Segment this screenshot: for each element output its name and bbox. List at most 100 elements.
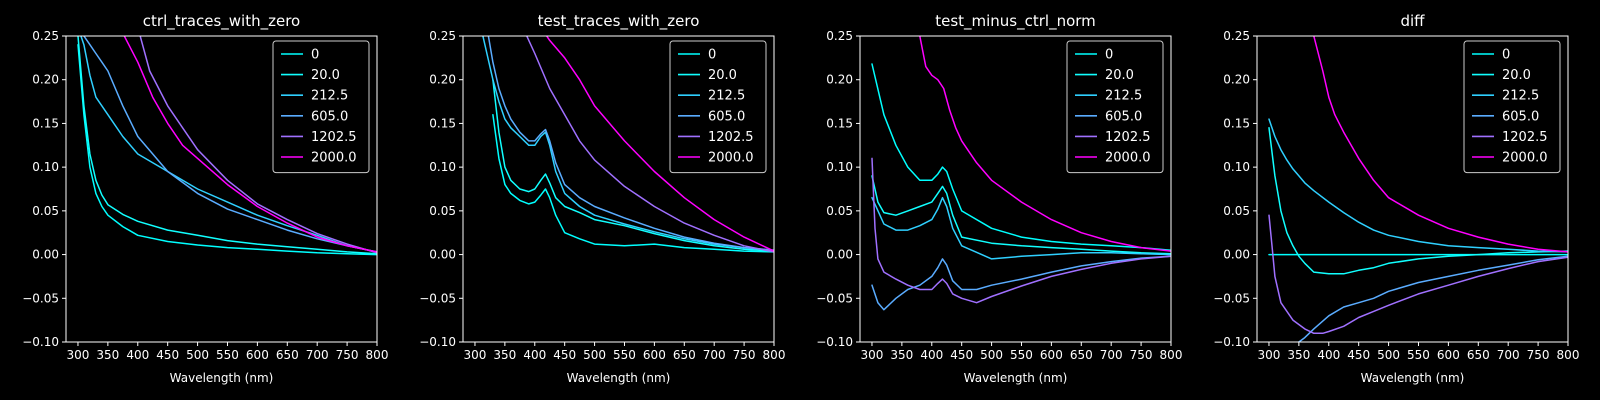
x-tick-label: 750 <box>1130 348 1153 362</box>
x-tick-label: 300 <box>464 348 487 362</box>
x-tick-label: 450 <box>950 348 973 362</box>
x-tick-label: 450 <box>1347 348 1370 362</box>
series-line-2 <box>871 196 1171 260</box>
series-line-2 <box>1268 118 1568 253</box>
y-tick-label: 0.10 <box>1223 160 1250 174</box>
x-tick-label: 350 <box>890 348 913 362</box>
chart-3: test_minus_ctrl_norm Wavelength (nm) 300… <box>816 12 1182 385</box>
series-line-3 <box>82 36 377 253</box>
x-tick-label: 300 <box>861 348 884 362</box>
x-tick-label: 500 <box>583 348 606 362</box>
y-tick-label: 0.05 <box>32 204 59 218</box>
x-tick-label: 700 <box>1497 348 1520 362</box>
legend: 0 20.0 212.5 605.0 1202.5 2000.0 <box>1463 40 1561 174</box>
legend-label-0: 0 <box>311 48 319 63</box>
axes-frame <box>1256 35 1569 343</box>
y-tick-label: 0.10 <box>32 160 59 174</box>
x-tick-label: 550 <box>613 348 636 362</box>
legend-label-2: 212.5 <box>311 89 348 104</box>
series-line-3 <box>871 255 1171 311</box>
x-tick-label: 400 <box>126 348 149 362</box>
legend-label-4: 1202.5 <box>1502 130 1548 145</box>
chart-3-title: test_minus_ctrl_norm <box>935 12 1096 31</box>
series-line-1 <box>871 175 1171 255</box>
y-tick-label: −0.10 <box>1213 335 1250 349</box>
y-tick-label: 0.00 <box>1223 248 1250 262</box>
x-tick-label: 550 <box>1407 348 1430 362</box>
legend-label-0: 0 <box>708 48 716 63</box>
y-tick-label: 0.10 <box>429 160 456 174</box>
y-tick-label: −0.10 <box>816 335 853 349</box>
x-tick-label: 300 <box>1258 348 1281 362</box>
series-line-4 <box>871 157 1171 304</box>
x-tick-label: 450 <box>553 348 576 362</box>
series-line-3 <box>487 36 774 251</box>
y-tick-label: −0.05 <box>1213 291 1250 305</box>
series-line-5 <box>123 36 377 253</box>
chart-1-xlabel: Wavelength (nm) <box>170 371 274 385</box>
series-line-0 <box>77 43 377 256</box>
legend-label-3: 605.0 <box>708 109 745 124</box>
y-tick-label: −0.05 <box>22 291 59 305</box>
y-tick-label: 0.00 <box>429 248 456 262</box>
y-tick-label: 0.15 <box>32 116 59 130</box>
x-tick-label: 750 <box>336 348 359 362</box>
x-tick-label: 350 <box>1287 348 1310 362</box>
series-line-0 <box>871 63 1171 251</box>
legend-label-5: 2000.0 <box>311 151 357 166</box>
x-tick-label: 650 <box>276 348 299 362</box>
y-tick-label: 0.05 <box>429 204 456 218</box>
legend-label-2: 212.5 <box>1105 89 1142 104</box>
legend-label-4: 1202.5 <box>708 130 754 145</box>
x-tick-label: 700 <box>306 348 329 362</box>
legend-label-5: 2000.0 <box>708 151 754 166</box>
x-tick-label: 600 <box>1040 348 1063 362</box>
x-tick-label: 650 <box>673 348 696 362</box>
series-line-1 <box>492 78 774 252</box>
y-tick-label: 0.25 <box>429 29 456 43</box>
x-tick-label: 500 <box>186 348 209 362</box>
x-tick-label: 300 <box>67 348 90 362</box>
legend: 0 20.0 212.5 605.0 1202.5 2000.0 <box>669 40 767 174</box>
series-lines <box>871 36 1171 311</box>
y-tick-label: 0.25 <box>32 29 59 43</box>
x-tick-label: 800 <box>763 348 786 362</box>
axes-frame <box>462 35 775 343</box>
chart-1: ctrl_traces_with_zero Wavelength (nm) 30… <box>22 12 388 385</box>
x-tick-label: 700 <box>703 348 726 362</box>
legend-label-3: 605.0 <box>311 109 348 124</box>
y-tick-label: 0.15 <box>429 116 456 130</box>
x-tick-label: 650 <box>1467 348 1490 362</box>
series-line-2 <box>482 36 774 251</box>
y-tick-label: 0.15 <box>1223 116 1250 130</box>
legend-label-1: 20.0 <box>1502 68 1531 83</box>
x-tick-label: 800 <box>1160 348 1183 362</box>
chart-4: diff Wavelength (nm) 300 350 400 450 500 550 6… <box>1213 12 1579 385</box>
legend-label-3: 605.0 <box>1502 109 1539 124</box>
series-line-5 <box>545 36 774 252</box>
series-lines <box>482 36 774 253</box>
series-line-4 <box>139 36 377 254</box>
y-tick-label: −0.10 <box>22 335 59 349</box>
legend-label-1: 20.0 <box>708 68 737 83</box>
series-line-1 <box>1268 127 1568 275</box>
y-tick-label: 0.20 <box>32 73 59 87</box>
y-tick-label: 0.25 <box>1223 29 1250 43</box>
x-tick-label: 550 <box>216 348 239 362</box>
legend-label-0: 0 <box>1105 48 1113 63</box>
x-tick-label: 500 <box>1377 348 1400 362</box>
y-tick-label: 0.05 <box>826 204 853 218</box>
y-tick-label: 0.10 <box>826 160 853 174</box>
legend-label-4: 1202.5 <box>1105 130 1151 145</box>
series-line-1 <box>77 36 377 255</box>
x-tick-label: 750 <box>733 348 756 362</box>
chart-2-title: test_traces_with_zero <box>538 12 700 31</box>
series-lines <box>1268 36 1568 342</box>
chart-2-xlabel: Wavelength (nm) <box>567 371 671 385</box>
y-tick-label: 0.25 <box>826 29 853 43</box>
x-tick-label: 550 <box>1010 348 1033 362</box>
legend-label-1: 20.0 <box>311 68 340 83</box>
x-tick-label: 700 <box>1100 348 1123 362</box>
x-tick-label: 750 <box>1527 348 1550 362</box>
